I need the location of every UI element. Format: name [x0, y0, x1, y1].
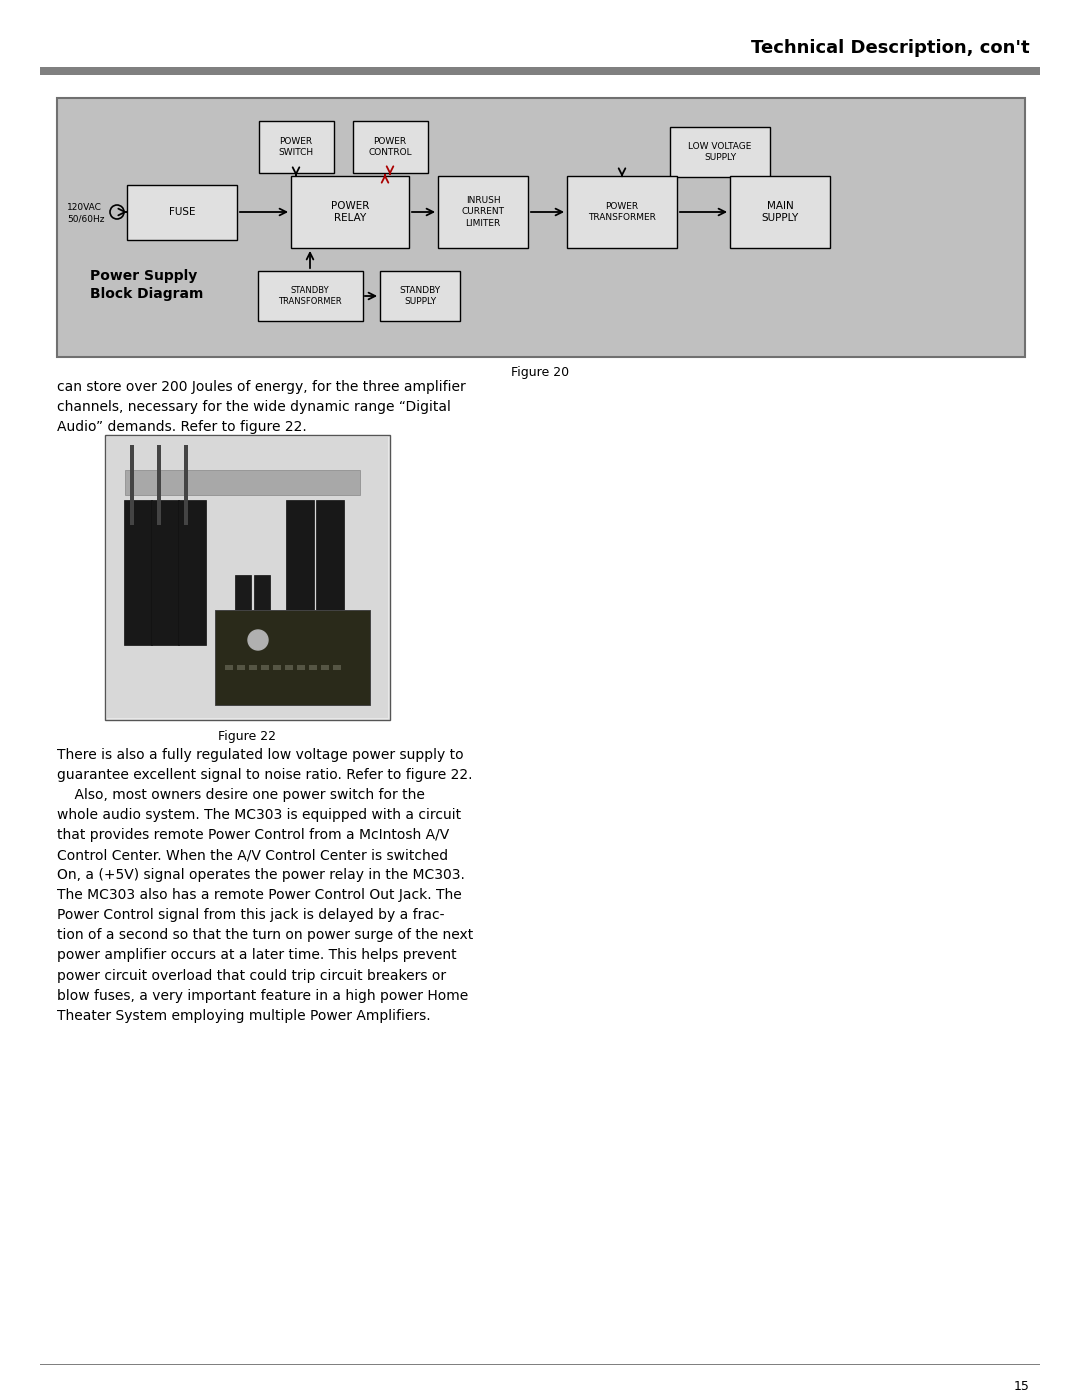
Bar	[130, 446, 134, 525]
Bar	[309, 665, 318, 671]
Bar	[225, 665, 233, 671]
Bar	[178, 500, 206, 645]
Bar	[286, 500, 314, 620]
Bar	[333, 665, 341, 671]
Text: POWER
TRANSFORMER: POWER TRANSFORMER	[589, 203, 656, 222]
Bar	[184, 446, 188, 525]
Bar	[291, 176, 409, 249]
Text: STANDBY
SUPPLY: STANDBY SUPPLY	[400, 286, 441, 306]
Text: LOW VOLTAGE
SUPPLY: LOW VOLTAGE SUPPLY	[688, 142, 752, 162]
Bar	[124, 500, 152, 645]
Bar	[257, 271, 363, 321]
Bar	[285, 665, 293, 671]
Bar	[151, 500, 179, 645]
Text: There is also a fully regulated low voltage power supply to
guarantee excellent : There is also a fully regulated low volt…	[57, 747, 473, 1023]
Text: Figure 20: Figure 20	[511, 366, 569, 379]
Text: POWER
RELAY: POWER RELAY	[330, 201, 369, 224]
Text: Figure 22: Figure 22	[218, 731, 276, 743]
Bar	[316, 500, 345, 620]
Bar	[127, 184, 237, 239]
Text: 50/60Hz: 50/60Hz	[67, 215, 105, 224]
Bar	[352, 122, 428, 173]
Text: Technical Description, con't: Technical Description, con't	[752, 39, 1030, 57]
Bar	[57, 98, 1025, 358]
Bar	[157, 446, 161, 525]
Text: 120VAC: 120VAC	[67, 203, 102, 211]
Bar	[40, 67, 1040, 75]
Bar	[237, 665, 245, 671]
Bar	[297, 665, 305, 671]
Text: 15: 15	[1014, 1380, 1030, 1393]
Text: INRUSH
CURRENT
LIMITER: INRUSH CURRENT LIMITER	[461, 197, 504, 228]
Bar	[670, 127, 770, 177]
Text: POWER
SWITCH: POWER SWITCH	[279, 137, 313, 156]
Bar	[107, 437, 388, 718]
Bar	[321, 665, 329, 671]
Text: FUSE: FUSE	[168, 207, 195, 217]
Text: POWER
CONTROL: POWER CONTROL	[368, 137, 411, 156]
Bar	[40, 1363, 1040, 1365]
Bar	[215, 610, 370, 705]
Text: STANDBY
TRANSFORMER: STANDBY TRANSFORMER	[279, 286, 341, 306]
Bar	[125, 469, 360, 495]
Bar	[567, 176, 677, 249]
Bar	[730, 176, 831, 249]
Text: Power Supply
Block Diagram: Power Supply Block Diagram	[90, 268, 203, 302]
Bar	[258, 122, 334, 173]
Bar	[249, 665, 257, 671]
Text: MAIN
SUPPLY: MAIN SUPPLY	[761, 201, 798, 224]
Bar	[261, 665, 269, 671]
Bar	[380, 271, 460, 321]
Circle shape	[248, 630, 268, 650]
Bar	[105, 434, 390, 719]
Text: can store over 200 Joules of energy, for the three amplifier
channels, necessary: can store over 200 Joules of energy, for…	[57, 380, 465, 434]
Bar	[254, 576, 270, 636]
Bar	[438, 176, 528, 249]
Bar	[273, 665, 281, 671]
Bar	[235, 576, 251, 636]
